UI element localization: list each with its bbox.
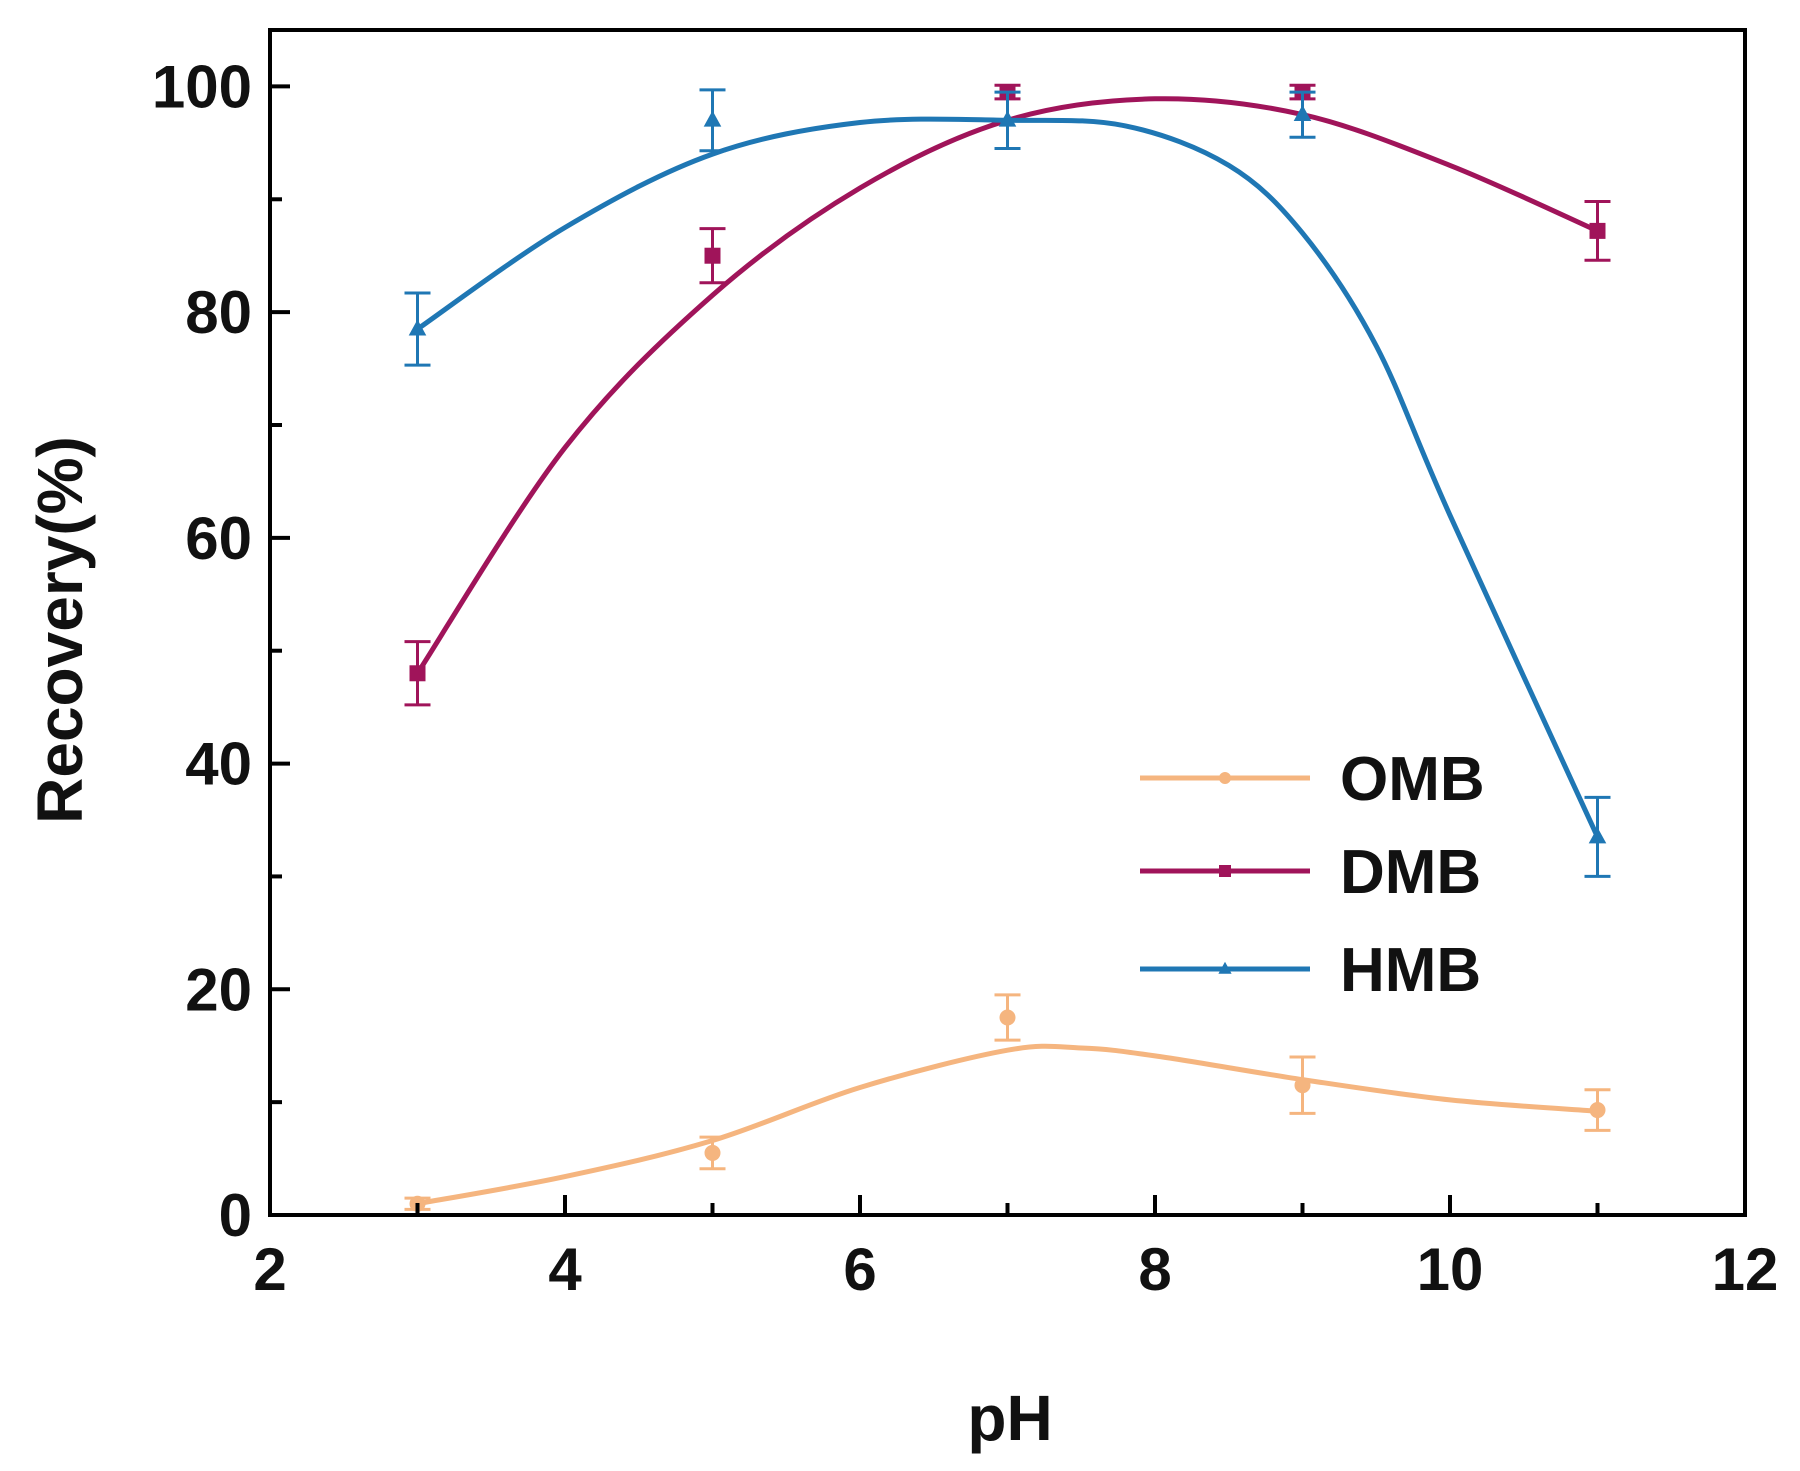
y-tick-label: 0 — [219, 1182, 252, 1249]
x-tick-label: 2 — [253, 1236, 286, 1303]
y-tick-label: 100 — [152, 53, 252, 120]
x-tick-label: 8 — [1138, 1236, 1171, 1303]
legend-label-hmb: HMB — [1340, 936, 1481, 1005]
legend: OMB DMB HMB — [1140, 745, 1485, 1005]
legend-label-dmb: DMB — [1340, 838, 1481, 907]
axes-layer: 2 4 6 8 10 12 0 20 40 60 80 100 — [152, 28, 1779, 1303]
hmb-data-point — [998, 110, 1017, 127]
omb-data-point — [999, 1009, 1016, 1026]
omb-data-point — [704, 1144, 721, 1161]
omb-data-point — [1589, 1102, 1606, 1119]
hmb-data-point — [1293, 105, 1312, 122]
omb-data-point — [1294, 1077, 1311, 1094]
y-tick-label: 80 — [185, 279, 252, 346]
legend-label-omb: OMB — [1340, 745, 1485, 814]
x-tick-label: 10 — [1417, 1236, 1484, 1303]
y-tick-label: 20 — [185, 956, 252, 1023]
x-tick-label: 4 — [548, 1236, 582, 1303]
plot-layer — [404, 83, 1611, 1212]
hmb-data-point — [408, 319, 427, 336]
legend-marker-omb — [1219, 772, 1231, 784]
x-tick-label: 12 — [1712, 1236, 1779, 1303]
dmb-fit-line — [415, 96, 1599, 675]
hmb-data-point — [1588, 827, 1607, 844]
legend-marker-hmb — [1218, 961, 1232, 974]
y-tick-label: 40 — [185, 731, 252, 798]
dmb-data-point — [409, 665, 426, 682]
legend-marker-dmb — [1219, 865, 1231, 877]
y-axis-title: Recovery(%) — [24, 436, 96, 824]
y-tick-label: 60 — [185, 505, 252, 572]
omb-fit-line — [417, 1043, 1598, 1207]
hmb-fit-line — [416, 116, 1600, 838]
dmb-data-point — [1589, 222, 1606, 239]
x-tick-label: 6 — [843, 1236, 876, 1303]
hmb-data-point — [703, 110, 722, 127]
x-axis-title: pH — [967, 1382, 1052, 1454]
dmb-data-point — [704, 247, 721, 264]
